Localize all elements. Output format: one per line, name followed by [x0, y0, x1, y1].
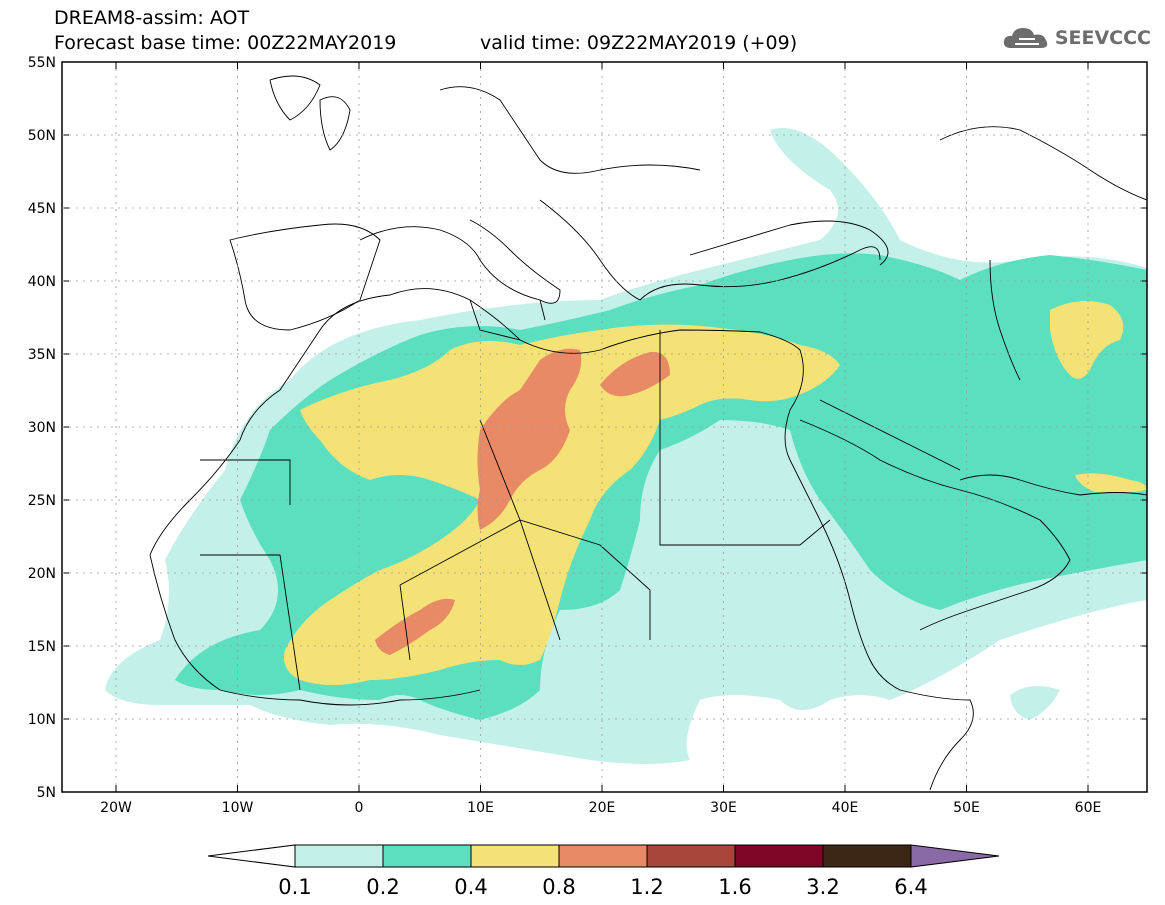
colorbar-swatch — [382, 844, 472, 868]
lat-label: 55N — [28, 55, 56, 71]
colorbar-label: 0.1 — [278, 875, 311, 899]
colorbar-label: 0.8 — [542, 875, 575, 899]
lon-label: 0 — [355, 800, 364, 816]
lon-label: 10W — [222, 800, 254, 816]
lat-label: 25N — [28, 493, 56, 509]
longitude-axis: 20W 10W 0 10E 20E 30E 40E 50E 60E — [100, 62, 1101, 816]
colorbar: 0.1 0.2 0.4 0.8 1.2 1.6 3.2 6.4 — [207, 844, 1000, 899]
colorbar-label: 0.2 — [366, 875, 399, 899]
lat-label: 45N — [28, 201, 56, 217]
lon-label: 20W — [100, 800, 132, 816]
lat-label: 5N — [37, 785, 56, 801]
lon-label: 60E — [1075, 800, 1102, 816]
colorbar-swatch — [646, 844, 736, 868]
coastlines — [149, 75, 1147, 791]
colorbar-swatch — [558, 844, 648, 868]
colorbar-arrow-high — [910, 844, 1000, 868]
seevccc-logo: SEEVCCC — [1003, 24, 1151, 52]
lat-label: 20N — [28, 566, 56, 582]
colorbar-label: 1.2 — [630, 875, 663, 899]
colorbar-swatch — [470, 844, 560, 868]
forecast-base-time: Forecast base time: 00Z22MAY2019 — [54, 32, 397, 54]
colorbar-label: 3.2 — [806, 875, 839, 899]
lon-label: 20E — [589, 800, 616, 816]
cloud-icon — [1003, 28, 1048, 48]
lat-label: 50N — [28, 128, 56, 144]
lon-label: 10E — [467, 800, 494, 816]
lat-label: 40N — [28, 274, 56, 290]
colorbar-label: 6.4 — [894, 875, 927, 899]
lat-label: 30N — [28, 420, 56, 436]
colorbar-arrow-low — [207, 844, 296, 868]
aot-level-0.4 — [284, 301, 1147, 685]
lat-label: 35N — [28, 347, 56, 363]
colorbar-label: 0.4 — [454, 875, 487, 899]
lat-label: 10N — [28, 712, 56, 728]
colorbar-swatch — [734, 844, 824, 868]
aot-field — [105, 128, 1147, 764]
colorbar-label: 1.6 — [718, 875, 751, 899]
logo-text: SEEVCCC — [1054, 27, 1151, 49]
title-line-1: DREAM8-assim: AOT — [54, 7, 250, 29]
colorbar-swatch — [822, 844, 912, 868]
lon-label: 30E — [710, 800, 737, 816]
colorbar-swatch — [294, 844, 384, 868]
aot-level-0.8 — [375, 348, 670, 655]
lon-label: 40E — [832, 800, 859, 816]
lon-label: 50E — [953, 800, 980, 816]
valid-time: valid time: 09Z22MAY2019 (+09) — [480, 32, 798, 54]
lat-label: 15N — [28, 639, 56, 655]
